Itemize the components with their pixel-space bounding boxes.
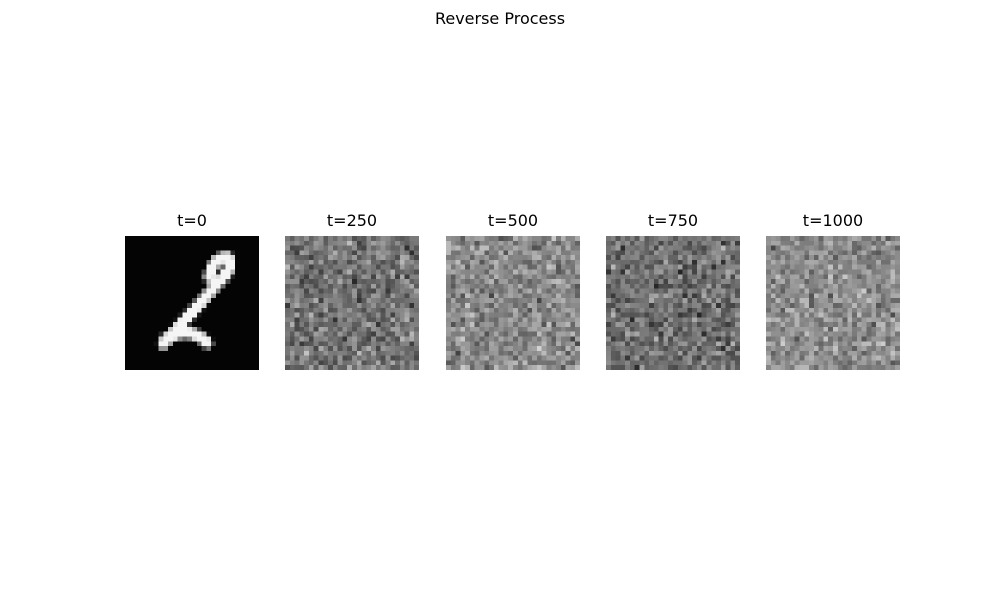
panel-title: t=0 — [177, 211, 207, 230]
figure-title: Reverse Process — [434, 9, 566, 28]
panel-t750: t=750 — [606, 211, 740, 370]
noise-image — [606, 236, 740, 370]
noise-image — [446, 236, 580, 370]
digit-image — [125, 236, 259, 370]
panel-title: t=250 — [326, 211, 378, 230]
noise-image — [285, 236, 419, 370]
panel-t1000: t=1000 — [766, 211, 900, 370]
panel-t250: t=250 — [285, 211, 419, 370]
panel-t0: t=0 — [125, 211, 259, 370]
noise-image — [766, 236, 900, 370]
panel-t500: t=500 — [446, 211, 580, 370]
panel-title: t=1000 — [802, 211, 864, 230]
panel-title: t=500 — [487, 211, 539, 230]
panel-title: t=750 — [647, 211, 699, 230]
